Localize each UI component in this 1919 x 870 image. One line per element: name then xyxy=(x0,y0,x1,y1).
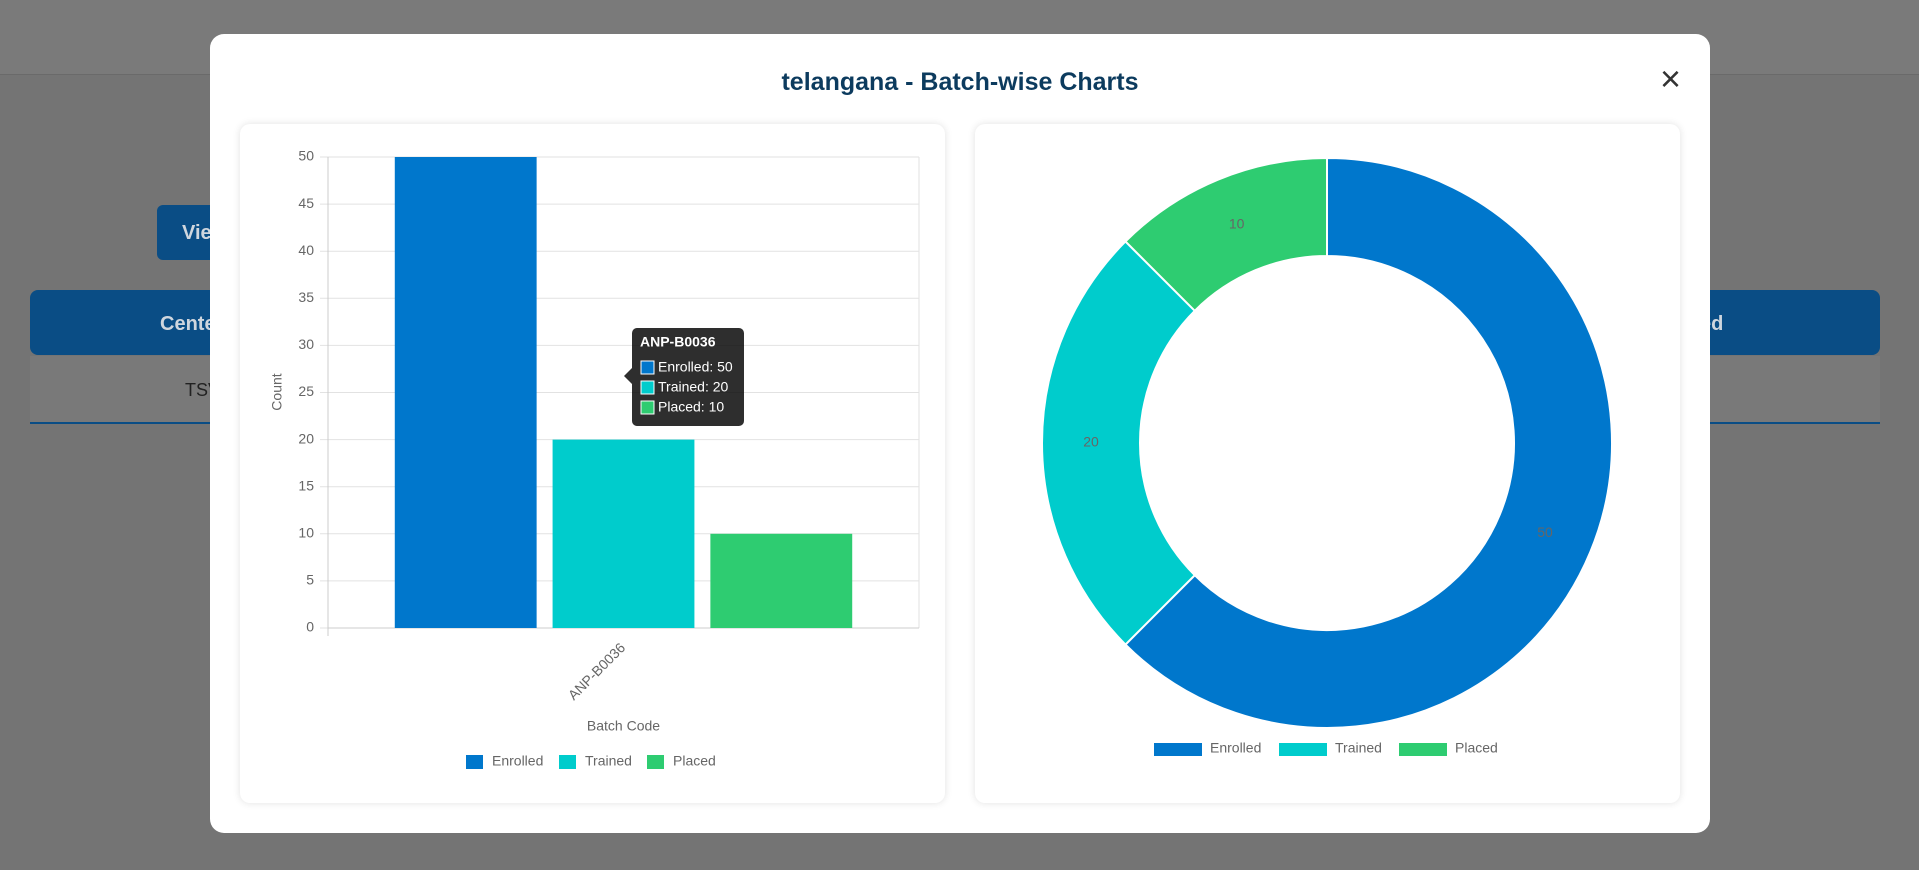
close-button[interactable]: × xyxy=(1660,58,1682,99)
legend-swatch[interactable] xyxy=(1154,743,1202,756)
doughnut-segment xyxy=(1124,156,1613,729)
y-tick-label: 50 xyxy=(298,148,314,164)
view-button-label: Vie xyxy=(182,222,212,244)
tooltip-item: Placed: 10 xyxy=(658,399,724,415)
tooltip-title: ANP-B0036 xyxy=(640,334,716,350)
legend-swatch[interactable] xyxy=(559,755,576,769)
legend-swatch[interactable] xyxy=(466,755,483,769)
y-tick-label: 20 xyxy=(298,430,314,446)
tooltip-swatch xyxy=(640,360,655,375)
y-tick-label: 45 xyxy=(298,195,314,211)
y-tick-label: 35 xyxy=(298,289,314,305)
y-tick-label: 5 xyxy=(306,572,314,588)
x-axis-label: Batch Code xyxy=(587,718,660,734)
segment-label: 20 xyxy=(1083,434,1099,450)
y-tick-label: 15 xyxy=(298,477,314,493)
y-tick-label: 25 xyxy=(298,383,314,399)
legend-label[interactable]: Trained xyxy=(1335,740,1382,756)
legend-swatch[interactable] xyxy=(1399,743,1447,756)
bar xyxy=(710,533,853,628)
tooltip-swatch xyxy=(640,400,655,415)
legend-label[interactable]: Placed xyxy=(1455,740,1498,756)
legend-label[interactable]: Enrolled xyxy=(1210,740,1261,756)
tooltip-item: Trained: 20 xyxy=(658,379,729,395)
modal-title: telangana - Batch-wise Charts xyxy=(781,68,1139,96)
legend-label[interactable]: Enrolled xyxy=(492,753,543,769)
y-tick-label: 30 xyxy=(298,336,314,352)
segment-label: 10 xyxy=(1229,216,1245,232)
tooltip-item: Enrolled: 50 xyxy=(658,359,733,375)
segment-label: 50 xyxy=(1537,524,1553,540)
bar xyxy=(552,439,695,628)
legend-swatch[interactable] xyxy=(647,755,664,769)
legend-swatch[interactable] xyxy=(1279,743,1327,756)
doughnut-segment xyxy=(1040,240,1197,646)
y-tick-label: 10 xyxy=(298,525,314,541)
x-tick-label: ANP-B0036 xyxy=(565,639,629,703)
y-axis-label: Count xyxy=(269,373,285,410)
y-tick-label: 40 xyxy=(298,242,314,258)
bar xyxy=(394,157,537,628)
legend-label[interactable]: Trained xyxy=(585,753,632,769)
doughnut-segment xyxy=(1124,156,1328,313)
y-tick-label: 0 xyxy=(306,619,314,635)
tooltip xyxy=(632,328,744,426)
table-header-label: Cente xyxy=(160,313,216,335)
tooltip-caret xyxy=(624,368,632,384)
tooltip-swatch xyxy=(640,380,655,395)
legend-label[interactable]: Placed xyxy=(673,753,716,769)
